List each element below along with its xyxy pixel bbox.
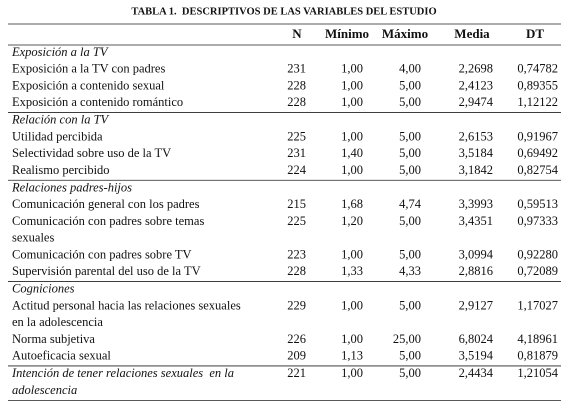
cell: 1,33 [341, 264, 363, 278]
cell: 1,20 [341, 214, 363, 228]
row-label: Norma subjetiva [12, 332, 95, 346]
cell: 0,81879 [517, 348, 558, 362]
cell: 1,12122 [517, 95, 558, 109]
row-label: en la adolescencia [12, 315, 103, 329]
cell: 1,21054 [517, 366, 558, 380]
cell: 5,00 [399, 163, 421, 177]
cell: 0,82754 [517, 163, 558, 177]
cell: 225 [287, 129, 306, 143]
cell: 1,00 [341, 78, 363, 92]
column-header: Media [454, 26, 490, 41]
cell: 5,00 [399, 366, 421, 380]
cell: 223 [287, 247, 306, 261]
section-title: Relación con la TV [11, 113, 110, 127]
section-title: Cogniciones [12, 282, 75, 296]
cell: 6,8024 [459, 332, 494, 346]
row-label: Exposición a contenido sexual [12, 78, 165, 92]
cell: 2,9474 [459, 95, 494, 109]
cell: 4,74 [399, 197, 422, 211]
column-header: Mínimo [325, 26, 369, 41]
cell: 0,89355 [517, 78, 558, 92]
cell: 2,4123 [459, 78, 493, 92]
cell: 0,92280 [517, 247, 558, 261]
cell: 3,1842 [459, 163, 493, 177]
section-title: Exposición a la TV [11, 45, 109, 59]
cell: 1,40 [341, 146, 363, 160]
cell: 228 [287, 78, 306, 92]
cell: 1,00 [341, 129, 363, 143]
cell: 0,91967 [517, 129, 558, 143]
cell: 0,72089 [517, 264, 558, 278]
row-label: Exposición a la TV con padres [12, 62, 165, 76]
row-label: Selectividad sobre uso de la TV [12, 146, 171, 160]
cell: 1,00 [341, 298, 363, 312]
cell: 231 [287, 62, 306, 76]
row-label: sexuales [12, 231, 54, 245]
cell: 228 [287, 95, 306, 109]
cell: 5,00 [399, 78, 421, 92]
cell: 5,00 [399, 214, 421, 228]
cell: 3,0994 [459, 247, 494, 261]
cell: 225 [287, 214, 306, 228]
table-title: TABLA 1. DESCRIPTIVOS DE LAS VARIABLES D… [131, 6, 436, 17]
cell: 5,00 [399, 95, 421, 109]
cell: 228 [287, 264, 306, 278]
row-label: Realismo percibido [12, 163, 110, 177]
cell: 1,00 [341, 247, 363, 261]
cell: 0,69492 [517, 146, 558, 160]
cell: 229 [287, 298, 306, 312]
cell: 1,68 [341, 197, 363, 211]
cell: 1,00 [341, 62, 363, 76]
cell: 4,00 [399, 62, 421, 76]
cell: 1,17027 [517, 298, 558, 312]
cell: 0,59513 [517, 197, 558, 211]
cell: 2,8816 [459, 264, 493, 278]
row-label: Exposición a contenido romántico [12, 95, 183, 109]
cell: 2,9127 [459, 298, 493, 312]
cell: 0,74782 [517, 62, 558, 76]
cell: 1,13 [341, 348, 363, 362]
cell: 2,6153 [459, 129, 493, 143]
cell: 224 [287, 163, 307, 177]
cell: 1,00 [341, 163, 363, 177]
column-header: N [292, 26, 302, 41]
cell: 2,4434 [459, 366, 494, 380]
cell: 5,00 [399, 247, 421, 261]
row-label: Comunicación con padres sobre temas [12, 214, 204, 228]
cell: 3,5184 [459, 146, 494, 160]
cell: 226 [287, 332, 306, 346]
row-label: Comunicación con padres sobre TV [12, 247, 192, 261]
column-header: Máximo [382, 26, 428, 41]
column-header: DT [526, 26, 544, 41]
cell: 3,5194 [459, 348, 494, 362]
cell: 2,2698 [459, 62, 493, 76]
cell: 5,00 [399, 146, 421, 160]
cell: 5,00 [399, 298, 421, 312]
cell: 1,00 [341, 95, 363, 109]
cell: 0,97333 [517, 214, 558, 228]
cell: 231 [287, 146, 306, 160]
row-label: adolescencia [12, 383, 77, 397]
cell: 215 [287, 197, 306, 211]
cell: 1,00 [341, 366, 363, 380]
cell: 5,00 [399, 348, 421, 362]
cell: 209 [287, 348, 306, 362]
row-label: Supervisión parental del uso de la TV [12, 264, 201, 278]
row-label: Utilidad percibida [12, 129, 103, 143]
row-label: Comunicación general con los padres [12, 197, 200, 211]
cell: 1,00 [341, 332, 363, 346]
row-label: Intención de tener relaciones sexuales e… [11, 366, 234, 380]
cell: 4,18961 [517, 332, 558, 346]
row-label: Autoeficacia sexual [12, 348, 111, 362]
cell: 5,00 [399, 129, 421, 143]
cell: 4,33 [399, 264, 421, 278]
cell: 3,3993 [459, 197, 493, 211]
cell: 25,00 [393, 332, 421, 346]
row-label: Actitud personal hacia las relaciones se… [12, 298, 241, 312]
cell: 3,4351 [459, 214, 493, 228]
section-title: Relaciones padres-hijos [11, 180, 132, 194]
cell: 221 [287, 366, 306, 380]
